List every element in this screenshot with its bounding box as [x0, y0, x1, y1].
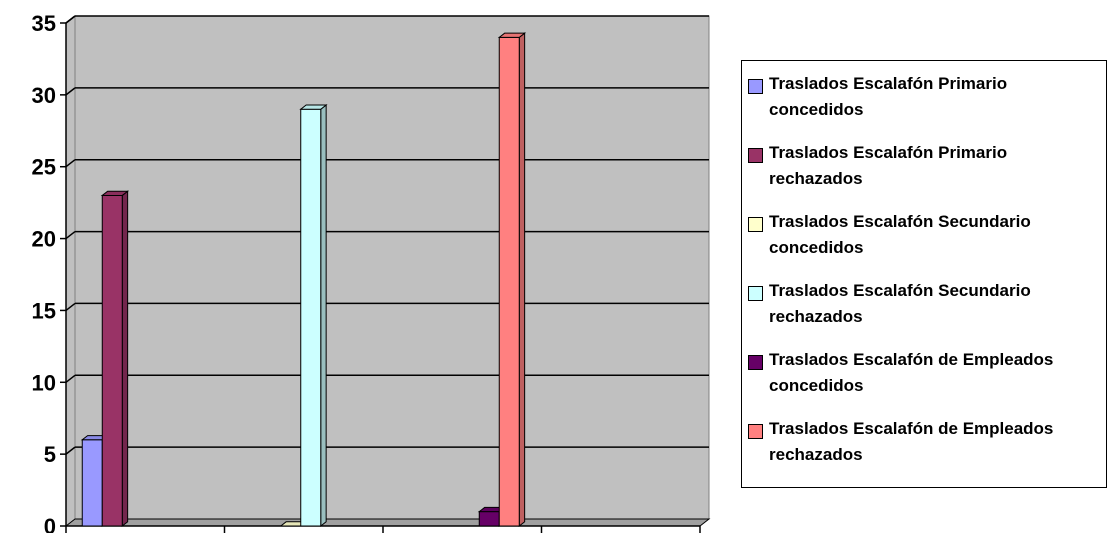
y-tick-label: 25	[32, 155, 56, 180]
legend-label: Traslados Escalafón de Empleados concedi…	[769, 350, 1054, 395]
bar	[497, 32, 527, 528]
legend-swatch	[748, 286, 763, 301]
bar-chart: 0 5 10 15 20 25 30 35	[32, 11, 711, 533]
legend-label: Traslados Escalafón Secundario concedido…	[769, 212, 1031, 257]
legend-label: Traslados Escalafón Primario concedidos	[769, 74, 1008, 119]
bar-top	[299, 104, 328, 110]
legend-item-secundario-rechazados: Traslados Escalafón Secundario rechazado…	[748, 278, 1102, 347]
bar-front	[81, 439, 103, 527]
gridlines	[65, 15, 709, 455]
bar-front	[300, 108, 322, 527]
y-tick-label: 20	[32, 227, 56, 252]
bar-side	[121, 190, 129, 528]
legend-label: Traslados Escalafón Primario rechazados	[769, 143, 1008, 188]
plot-floor	[64, 518, 711, 527]
gridline-depth	[65, 446, 76, 455]
legend-swatch	[748, 217, 763, 232]
y-tick-label: 10	[32, 370, 56, 395]
plot-back-wall	[74, 15, 710, 520]
legend-swatch	[748, 148, 763, 163]
gridline-depth	[65, 230, 76, 240]
y-tick-label: 30	[32, 83, 56, 108]
legend-item-empleados-rechazados: Traslados Escalafón de Empleados rechaza…	[748, 416, 1102, 485]
y-tick-label: 0	[44, 514, 56, 533]
y-tick-label: 5	[44, 442, 56, 467]
bar-front	[478, 511, 500, 527]
plot-area	[64, 15, 711, 527]
bar	[299, 104, 328, 528]
legend-item-secundario-concedidos: Traslados Escalafón Secundario concedido…	[748, 209, 1102, 278]
bar-top	[497, 32, 527, 38]
bar-front	[101, 194, 123, 527]
bar	[100, 190, 130, 528]
bars	[80, 32, 527, 528]
gridline-depth	[65, 159, 76, 168]
legend-label: Traslados Escalafón de Empleados rechaza…	[769, 419, 1054, 464]
legend-swatch	[748, 355, 763, 370]
bar-top	[100, 190, 130, 196]
legend-item-primario-concedidos: Traslados Escalafón Primario concedidos	[748, 71, 1102, 140]
bar-front	[498, 36, 520, 527]
axes	[65, 15, 701, 533]
bar-side	[320, 104, 327, 528]
y-tick-label: 35	[32, 11, 56, 36]
gridline-depth	[65, 374, 76, 383]
y-axis-ticks: 0 5 10 15 20 25 30 35	[32, 11, 66, 533]
legend-item-primario-rechazados: Traslados Escalafón Primario rechazados	[748, 140, 1102, 209]
y-axis-depth	[65, 15, 76, 24]
bar-side	[518, 32, 526, 528]
legend: Traslados Escalafón Primario concedidos …	[741, 60, 1107, 488]
y-tick-label: 15	[32, 298, 56, 323]
legend-item-empleados-concedidos: Traslados Escalafón de Empleados concedi…	[748, 347, 1102, 416]
legend-swatch	[748, 424, 763, 439]
gridline-depth	[65, 87, 76, 96]
legend-swatch	[748, 79, 763, 94]
legend-label: Traslados Escalafón Secundario rechazado…	[769, 281, 1031, 326]
gridline-depth	[65, 302, 76, 312]
